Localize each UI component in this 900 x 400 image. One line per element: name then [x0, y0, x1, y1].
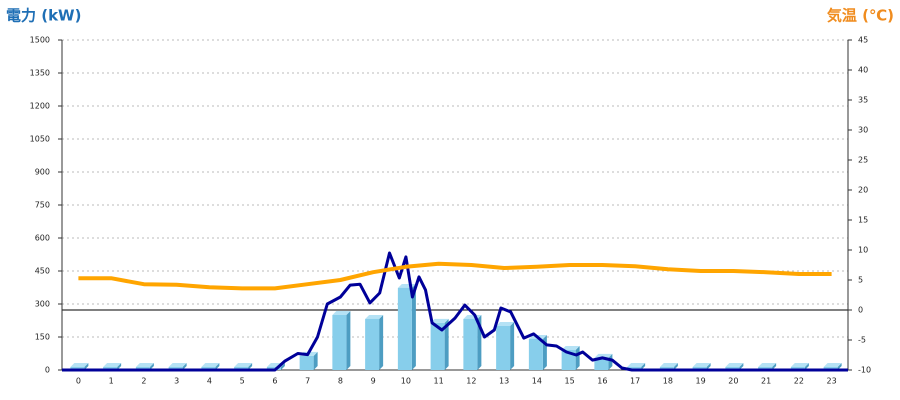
y2-axis-title: 気温 (℃)	[827, 7, 894, 25]
bar	[430, 318, 449, 370]
y2-tick-label: 0	[858, 306, 863, 315]
line	[62, 251, 848, 372]
bar	[365, 314, 384, 370]
y-tick-label: 1500	[30, 36, 50, 45]
y2-tick-label: -10	[858, 366, 871, 375]
x-tick-label: 4	[207, 377, 212, 386]
y2-tick-label: 5	[858, 276, 863, 285]
bar	[397, 283, 416, 370]
x-tick-label: 17	[630, 377, 640, 386]
x-tick-label: 2	[141, 377, 146, 386]
x-tick-label: 8	[338, 377, 343, 386]
x-tick-label: 3	[174, 377, 179, 386]
x-tick-label: 19	[696, 377, 706, 386]
x-tick-label: 14	[532, 377, 542, 386]
y-axis-title: 電力 (kW)	[6, 7, 81, 25]
bar	[528, 334, 547, 370]
y2-tick-label: 40	[858, 66, 868, 75]
y-tick-label: 750	[35, 201, 50, 210]
x-tick-label: 16	[597, 377, 607, 386]
bar	[496, 322, 515, 370]
bar	[594, 353, 613, 370]
x-tick-label: 10	[401, 377, 411, 386]
y-tick-label: 150	[35, 333, 50, 342]
bar	[332, 311, 351, 370]
y2-tick-label: 45	[858, 36, 868, 45]
x-tick-label: 20	[728, 377, 738, 386]
y-tick-label: 300	[35, 300, 50, 309]
x-tick-label: 1	[109, 377, 114, 386]
y-tick-label: 1050	[30, 135, 50, 144]
x-tick-label: 13	[499, 377, 509, 386]
x-tick-label: 12	[466, 377, 476, 386]
y-tick-label: 0	[45, 366, 50, 375]
x-tick-label: 6	[272, 377, 277, 386]
x-tick-label: 9	[371, 377, 376, 386]
y2-tick-label: 10	[858, 246, 868, 255]
y2-tick-label: 30	[858, 126, 868, 135]
y2-tick-label: 20	[858, 186, 868, 195]
y-tick-label: 900	[35, 168, 50, 177]
y-tick-label: 1350	[30, 69, 50, 78]
x-tick-label: 0	[76, 377, 81, 386]
y2-tick-label: 25	[858, 156, 868, 165]
x-tick-label: 18	[663, 377, 673, 386]
y2-tick-label: 15	[858, 216, 868, 225]
y2-tick-label: -5	[858, 336, 866, 345]
x-tick-label: 5	[240, 377, 245, 386]
line	[78, 261, 832, 291]
x-tick-label: 23	[827, 377, 837, 386]
x-tick-label: 21	[761, 377, 771, 386]
y-tick-label: 1200	[30, 102, 50, 111]
x-tick-label: 15	[565, 377, 575, 386]
x-tick-label: 11	[434, 377, 444, 386]
y-tick-label: 450	[35, 267, 50, 276]
y2-tick-label: 35	[858, 96, 868, 105]
x-tick-label: 22	[794, 377, 804, 386]
x-tick-label: 7	[305, 377, 310, 386]
y-tick-label: 600	[35, 234, 50, 243]
